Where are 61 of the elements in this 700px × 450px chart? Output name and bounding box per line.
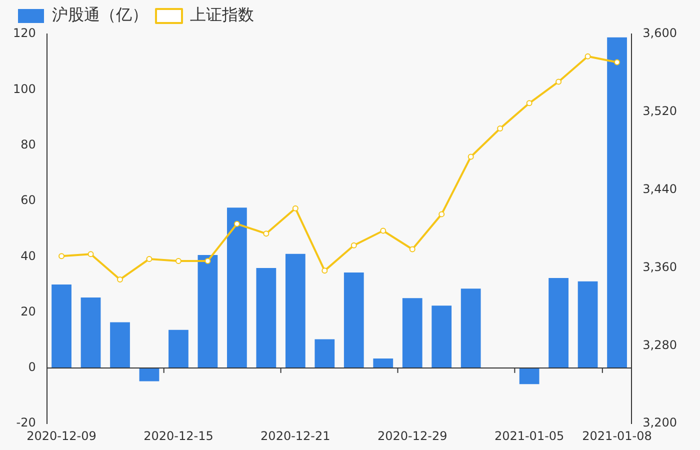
point — [526, 100, 532, 106]
point — [380, 228, 386, 234]
point — [88, 251, 94, 258]
point — [116, 276, 123, 282]
bar — [548, 278, 568, 368]
bar — [52, 284, 72, 368]
y2-tick-label: 3,440 — [642, 182, 678, 196]
bar — [607, 37, 627, 368]
y-tick-label: 120 — [13, 26, 36, 40]
bar — [432, 306, 452, 368]
x-tick-label: 2020-12-21 — [260, 428, 330, 443]
bar — [578, 281, 598, 368]
x-tick-label: 2020-12-09 — [26, 428, 96, 443]
bar — [139, 368, 160, 382]
point — [146, 256, 152, 262]
y-tick-label: 100 — [13, 82, 36, 96]
bar — [110, 322, 130, 368]
point — [263, 230, 270, 237]
point — [497, 125, 504, 132]
bar — [402, 298, 422, 368]
point — [292, 205, 298, 212]
bar — [198, 254, 218, 368]
point — [204, 258, 211, 264]
y-tick-label: 40 — [20, 248, 36, 263]
point — [468, 154, 474, 160]
bar — [460, 288, 481, 368]
x-tick-label: 2020-12-15 — [144, 428, 214, 443]
point — [409, 246, 416, 252]
bar — [168, 330, 188, 368]
bar — [373, 358, 394, 368]
y2-tick-label: 3,360 — [642, 260, 678, 274]
bar — [80, 298, 101, 368]
y2-tick-label: 3,520 — [642, 104, 678, 118]
bar — [227, 208, 247, 368]
x-tick-label: 2021-01-05 — [494, 428, 564, 443]
bar — [256, 268, 276, 368]
point — [614, 59, 620, 66]
point — [438, 211, 445, 218]
point — [350, 242, 357, 248]
y-tick-label: 60 — [20, 193, 36, 208]
y2-tick-label: 3,280 — [642, 338, 678, 352]
y2-tick-label: 3,600 — [642, 26, 678, 40]
x-tick-label: 2020-12-29 — [377, 428, 448, 443]
bar — [519, 368, 540, 384]
point — [58, 253, 65, 260]
y-tick-label: 20 — [20, 304, 36, 318]
point — [322, 268, 328, 274]
point — [234, 220, 240, 227]
y-tick-label: 80 — [20, 137, 36, 152]
bar — [344, 272, 364, 368]
point — [584, 53, 591, 60]
y2-tick-label: 3,200 — [642, 416, 678, 430]
legend-label: 上证指数 — [190, 5, 254, 24]
x-tick-label: 2021-01-08 — [582, 428, 652, 443]
legend-label: 沪股通（亿） — [52, 5, 148, 24]
point — [556, 78, 562, 85]
y-tick-label: 0 — [28, 360, 36, 374]
bar — [285, 254, 306, 368]
point — [175, 258, 182, 264]
bar — [314, 339, 335, 368]
y-tick-label: -20 — [16, 416, 36, 430]
